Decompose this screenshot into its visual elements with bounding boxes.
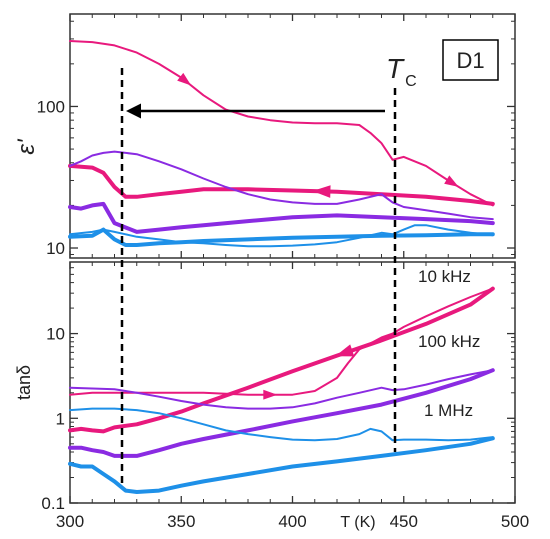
bottom-panel-tan-delta: 300 350 400 450 500 0.1 1 10 tanδ T (K) — [14, 261, 529, 531]
top-series-1mhz-heating — [69, 224, 494, 248]
panel-label-box — [442, 39, 499, 81]
top-y-axis-title: ε' — [13, 138, 40, 155]
top-direction-arrow — [444, 175, 459, 187]
legend-label-100khz: 100 kHz — [418, 332, 480, 351]
top-series-100khz-heating — [69, 150, 494, 221]
bottom-series-1mhz-heating — [69, 407, 494, 442]
top-y-tick-label: 100 — [37, 97, 65, 116]
bottom-series-10khz-cooling — [68, 286, 495, 434]
top-series-1mhz-cooling — [68, 227, 495, 247]
bottom-series-100khz-cooling — [68, 368, 495, 458]
top-series-10khz-cooling — [68, 163, 495, 206]
x-tick-label: 300 — [56, 512, 84, 531]
bottom-y-tick-label: 0.1 — [41, 494, 65, 513]
top-direction-arrow — [312, 185, 331, 198]
top-series-100khz-cooling — [68, 201, 495, 234]
bottom-series-1mhz-cooling — [68, 436, 495, 494]
bottom-y-tick-label: 10 — [46, 325, 65, 344]
x-tick-label: 350 — [167, 512, 195, 531]
x-tick-label: 500 — [501, 512, 529, 531]
legend-label-10khz: 10 kHz — [418, 267, 471, 286]
bottom-y-tick-label: 1 — [56, 409, 65, 428]
bottom-y-axis-title: tanδ — [14, 365, 34, 400]
legend-label-1mhz: 1 MHz — [424, 401, 473, 420]
top-series-10khz-heating — [69, 40, 494, 207]
x-axis-title: T (K) — [340, 514, 375, 531]
panel-label: D1 — [456, 48, 484, 73]
bottom-series-10khz-heating — [69, 287, 494, 396]
bottom-direction-arrow — [263, 389, 278, 400]
bottom-series-100khz-heating — [69, 369, 494, 410]
top-panel-epsilon: 10 100 ε' — [13, 13, 516, 259]
tc-label-main: T — [386, 53, 405, 84]
top-direction-arrow — [177, 72, 192, 86]
x-tick-label: 450 — [390, 512, 418, 531]
x-tick-label: 400 — [278, 512, 306, 531]
top-y-tick-label: 10 — [46, 239, 65, 258]
tc-label-subscript: C — [405, 73, 417, 90]
bottom-direction-arrow — [335, 344, 355, 357]
